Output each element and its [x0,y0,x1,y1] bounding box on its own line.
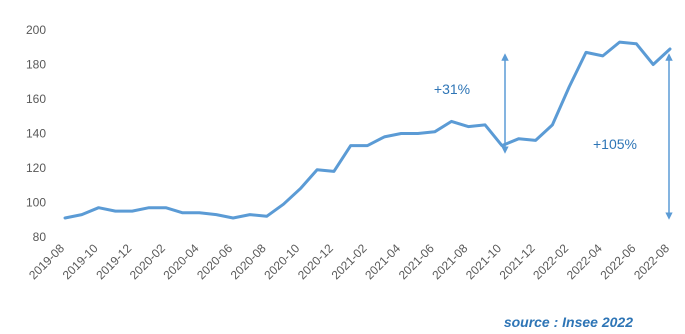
x-tick-label: 2020-04 [161,241,202,282]
y-tick-label: 80 [33,230,47,244]
x-tick-label: 2019-08 [26,241,67,282]
x-tick-label: 2021-02 [329,241,370,282]
series-line [63,40,672,220]
y-tick-label: 120 [26,161,46,175]
annotation-label: +105% [593,136,637,152]
x-tick-label: 2020-02 [127,241,168,282]
annotation-label: +31% [434,81,470,97]
annotation-layer: +31% +105% [434,53,673,220]
y-tick-label: 100 [26,196,46,210]
x-tick-label: 2021-10 [463,241,504,282]
x-tick-label: 2019-12 [93,241,134,282]
y-axis: 80 100 120 140 160 180 200 [26,23,46,244]
x-tick-label: 2020-06 [194,241,235,282]
x-tick-label: 2019-10 [60,241,101,282]
x-axis: 2019-082019-102019-122020-022020-042020-… [26,241,672,282]
series-layer [63,40,672,220]
x-tick-label: 2020-10 [261,241,302,282]
x-tick-label: 2021-06 [396,241,437,282]
y-tick-label: 140 [26,127,46,141]
y-tick-label: 160 [26,92,46,106]
source-note: source : Insee 2022 [503,314,633,330]
x-tick-label: 2022-06 [597,241,638,282]
y-tick-label: 180 [26,58,46,72]
x-tick-label: 2020-12 [295,241,336,282]
x-tick-label: 2021-04 [362,241,403,282]
x-tick-label: 2022-02 [530,241,571,282]
x-tick-label: 2021-12 [497,241,538,282]
y-tick-label: 200 [26,23,46,37]
x-tick-label: 2022-04 [564,241,605,282]
x-tick-label: 2022-08 [631,241,672,282]
x-tick-label: 2021-08 [429,241,470,282]
x-tick-label: 2020-08 [228,241,269,282]
